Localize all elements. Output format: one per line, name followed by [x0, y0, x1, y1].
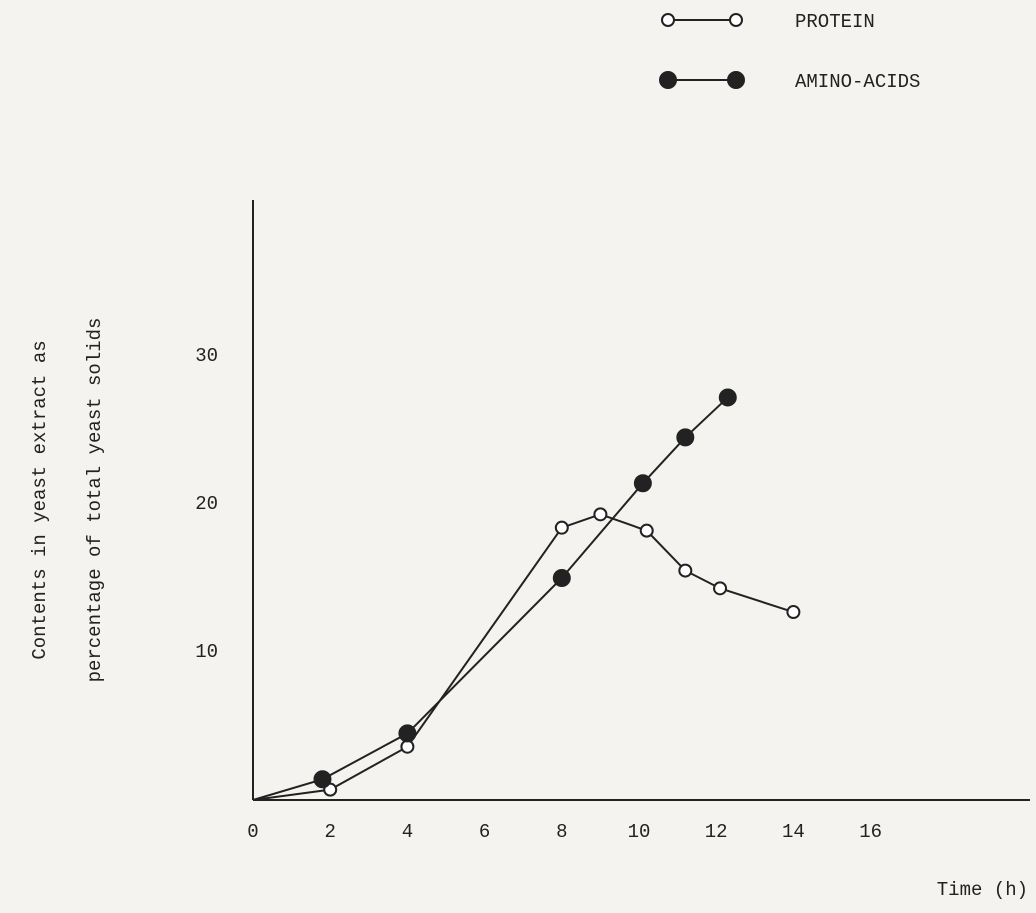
marker: [677, 429, 693, 445]
marker: [641, 525, 653, 537]
marker: [556, 522, 568, 534]
marker: [720, 389, 736, 405]
marker: [635, 475, 651, 491]
marker: [594, 508, 606, 520]
y-tick-label: 20: [195, 493, 218, 515]
legend-marker: [728, 72, 744, 88]
page: {"chart_data": { "type": "line", "xlabel…: [0, 0, 1036, 913]
legend-marker: [730, 14, 742, 26]
legend-label: AMINO-ACIDS: [795, 71, 920, 93]
x-tick-label: 2: [324, 821, 335, 843]
legend-marker: [660, 72, 676, 88]
y-axis-label: Contents in yeast extract as: [29, 340, 51, 659]
marker: [399, 725, 415, 741]
x-tick-label: 0: [247, 821, 258, 843]
marker: [554, 570, 570, 586]
y-tick-label: 30: [195, 345, 218, 367]
x-tick-label: 16: [859, 821, 882, 843]
y-tick-label: 10: [195, 641, 218, 663]
marker: [401, 741, 413, 753]
marker: [314, 771, 330, 787]
marker: [787, 606, 799, 618]
legend-marker: [662, 14, 674, 26]
marker: [714, 582, 726, 594]
x-tick-label: 6: [479, 821, 490, 843]
series-line: [253, 514, 793, 800]
y-axis-label: percentage of total yeast solids: [84, 318, 106, 683]
x-tick-label: 12: [705, 821, 728, 843]
x-tick-label: 10: [628, 821, 651, 843]
legend-label: PROTEIN: [795, 11, 875, 33]
x-tick-label: 4: [402, 821, 413, 843]
x-tick-label: 14: [782, 821, 805, 843]
series-line: [253, 397, 728, 800]
chart: Time (h) Contents in yeast extract as pe…: [0, 0, 1036, 913]
x-tick-label: 8: [556, 821, 567, 843]
marker: [679, 565, 691, 577]
x-axis-label: Time (h): [937, 879, 1028, 901]
